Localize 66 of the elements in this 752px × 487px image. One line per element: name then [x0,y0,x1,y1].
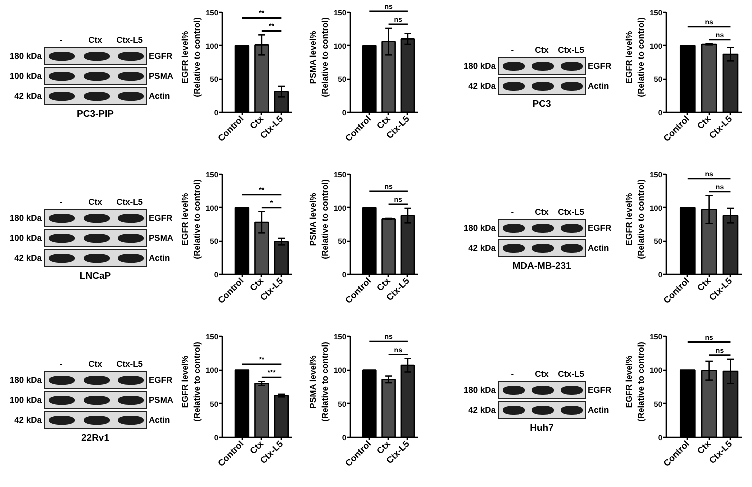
x-tick-label: Ctx [696,114,713,132]
category-label: Ctx [535,369,549,379]
y-axis-title: EGFR level% (Relative to control) [624,17,646,98]
category-label: Ctx-L5 [557,44,586,56]
category-label: 100 kDa [10,70,42,80]
category-label: Actin [149,252,170,262]
text: PC3 [532,98,552,110]
category-label: - [510,44,516,56]
x-tick-label: Ctx [696,438,713,456]
text: 22Rv1 [80,432,110,445]
category-label: Actin [149,90,170,100]
category-label: - [510,368,516,380]
text: MDA-MB-231 [512,260,572,272]
y-axis-title: EGFR level% (Relative to control) [180,179,202,260]
category-label: 180 kDa [464,385,496,395]
category-label: Ctx [88,358,104,370]
category-label: Actin [588,242,610,252]
y-axis-title: EGFR level% (Relative to control) [624,342,646,422]
category-label: EGFR [588,222,612,232]
category-label: - [58,358,64,370]
category-label: Ctx [88,196,104,208]
category-label: - [58,196,64,208]
category-label: - [510,206,516,218]
text: PC3-PIP [76,108,115,120]
y-axis-title: PSMA level% (Relative to control) [308,342,330,422]
category-label: Ctx-L5 [116,196,144,208]
category-label: PSMA [149,395,174,405]
category-label: 180 kDa [10,375,42,385]
y-axis-title: PSMA level% (Relative to control) [308,179,330,260]
category-label: 42 kDa [468,80,496,90]
category-label: Ctx-L5 [116,34,144,46]
category-label: 180 kDa [464,60,496,70]
category-label: PSMA [149,232,174,242]
category-label: EGFR [149,50,173,60]
category-label: 180 kDa [10,212,42,222]
category-label: Ctx-L5 [116,358,144,370]
category-label: Ctx [535,44,549,54]
category-label: PSMA [149,70,174,80]
category-label: 42 kDa [468,405,496,415]
y-axis-title: PSMA level% (Relative to control) [308,17,330,98]
category-label: EGFR [588,60,612,70]
category-label: Ctx-L5 [557,206,586,218]
category-label: Ctx-L5 [557,368,586,380]
y-axis-title: EGFR level% (Relative to control) [180,17,202,98]
category-label: 100 kDa [10,232,42,242]
text: LNCaP [78,270,112,282]
category-label: Ctx [535,206,549,216]
category-label: EGFR [149,212,173,222]
category-label: 100 kDa [10,395,42,405]
category-label: Ctx [88,34,104,46]
category-label: EGFR [588,385,612,395]
category-label: 42 kDa [14,252,42,262]
category-label: Actin [588,405,610,415]
x-tick-label: Ctx [696,276,713,294]
category-label: 42 kDa [14,90,42,100]
category-label: 42 kDa [14,415,42,425]
category-label: - [58,34,64,46]
category-label: 180 kDa [464,222,496,232]
text: Huh7 [529,422,555,435]
y-axis-title: EGFR level% (Relative to control) [624,179,646,260]
category-label: 42 kDa [468,242,496,252]
y-axis-title: EGFR level% (Relative to control) [180,342,202,422]
category-label: Actin [588,80,610,90]
category-label: Actin [149,415,170,425]
category-label: 180 kDa [10,50,42,60]
category-label: EGFR [149,375,173,385]
